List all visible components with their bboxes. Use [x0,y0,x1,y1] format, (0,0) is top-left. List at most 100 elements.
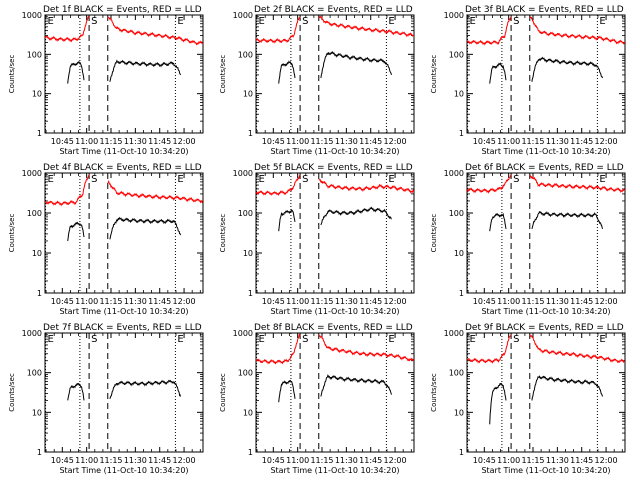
x-tick-label: 11:15 [310,137,333,146]
x-tick-label: 11:45 [148,297,171,306]
series-lld-line [256,16,301,44]
y-axis-label: Counts/sec [219,55,227,94]
y-tick-label: 100 [27,209,42,218]
x-tick-label: 11:30 [335,297,358,306]
marker-label: E [388,174,394,185]
plot-frame [466,14,626,134]
series-events-line [278,380,296,403]
x-tick-label: 11:30 [124,137,147,146]
x-tick-label: 10:45 [473,456,496,465]
x-tick-label: 11:30 [546,297,569,306]
marker-label: E [599,174,605,185]
x-tick-label: 11:00 [286,456,309,465]
x-tick-label: 12:00 [173,456,196,465]
x-tick-label: 12:00 [384,137,407,146]
series-lld-line [107,16,204,46]
y-axis-label: Counts/sec [430,214,438,253]
series-events-line [109,379,181,399]
x-tick-label: 11:15 [99,137,122,146]
x-tick-label: 11:00 [497,297,520,306]
marker-label: E [177,16,183,27]
panel-3: Det 3f BLACK = Events, RED = LLD Counts/s… [430,5,626,156]
x-tick-label: 10:45 [51,137,74,146]
x-tick-label: 10:45 [473,137,496,146]
marker-label: E [259,174,265,185]
plot-frame [44,14,204,134]
y-axis-label: Counts/sec [430,373,438,412]
y-axis-label: Counts/sec [430,55,438,94]
x-axis-label: Start Time (11-Oct-10 10:34:20) [59,147,188,156]
marker-label: E [48,16,54,27]
series-lld-line [256,174,301,197]
x-tick-label: 10:45 [262,137,285,146]
x-axis-label: Start Time (11-Oct-10 10:34:20) [59,466,188,475]
y-tick-label: 100 [449,369,464,378]
x-tick-label: 11:30 [335,456,358,465]
panel-4: Det 4f BLACK = Events, RED = LLD Counts/s… [8,163,204,316]
y-tick-label: 100 [238,369,253,378]
panel-title: Det 1f BLACK = Events, RED = LLD [43,5,202,15]
panel-title: Det 8f BLACK = Events, RED = LLD [254,323,413,333]
x-tick-label: 11:00 [286,137,309,146]
y-tick-label: 1000 [22,329,42,338]
marker-label: S [91,334,97,345]
plot-frame [466,332,626,453]
series-lld-line [45,15,90,43]
marker-label: S [513,174,519,185]
x-axis-label: Start Time (11-Oct-10 10:34:20) [481,147,610,156]
x-tick-label: 11:30 [335,137,358,146]
y-tick-label: 100 [27,50,42,59]
panel-6: Det 6f BLACK = Events, RED = LLD Counts/s… [430,163,626,316]
panel-title: Det 6f BLACK = Events, RED = LLD [465,163,624,173]
marker-label: E [259,334,265,345]
y-tick-label: 10 [454,249,464,258]
marker-label: S [91,16,97,27]
panel-title: Det 4f BLACK = Events, RED = LLD [43,163,202,173]
marker-label: E [470,16,476,27]
x-tick-label: 11:15 [521,456,544,465]
series-events-line [320,374,392,397]
series-events-line [489,212,507,232]
y-tick-label: 10 [243,90,253,99]
series-lld-line [529,174,626,194]
panel-title: Det 2f BLACK = Events, RED = LLD [254,5,413,15]
x-tick-label: 11:15 [99,297,122,306]
series-events-line [67,60,85,84]
x-tick-label: 11:30 [546,456,569,465]
panel-8: Det 8f BLACK = Events, RED = LLD Counts/s… [219,323,415,475]
y-tick-label: 10 [454,408,464,417]
x-tick-label: 12:00 [595,137,618,146]
plot-frame [466,172,626,294]
x-tick-label: 11:30 [124,297,147,306]
plot-frame [255,14,415,134]
series-events-line [320,206,392,226]
series-lld-line [467,174,512,194]
x-tick-label: 12:00 [384,456,407,465]
series-events-line [531,211,603,230]
x-tick-label: 11:45 [359,456,382,465]
y-axis-label: Counts/sec [8,373,16,412]
x-tick-label: 11:45 [148,456,171,465]
series-events-line [67,382,85,401]
x-axis-label: Start Time (11-Oct-10 10:34:20) [481,466,610,475]
panel-title: Det 7f BLACK = Events, RED = LLD [43,323,202,333]
series-lld-line [318,334,415,362]
series-events-line [278,60,296,84]
y-tick-label: 10 [32,90,42,99]
x-tick-label: 12:00 [595,456,618,465]
y-tick-label: 100 [449,209,464,218]
series-events-line [109,59,181,82]
panel-2: Det 2f BLACK = Events, RED = LLD Counts/s… [219,5,415,156]
x-tick-label: 10:45 [473,297,496,306]
y-tick-label: 10 [32,249,42,258]
series-events-line [67,221,85,242]
marker-label: E [259,16,265,27]
series-lld-line [318,15,415,38]
marker-label: E [470,174,476,185]
y-tick-label: 1000 [444,11,464,20]
x-axis-label: Start Time (11-Oct-10 10:34:20) [481,307,610,316]
x-tick-label: 11:45 [148,137,171,146]
marker-label: S [302,174,308,185]
x-tick-label: 11:15 [521,137,544,146]
